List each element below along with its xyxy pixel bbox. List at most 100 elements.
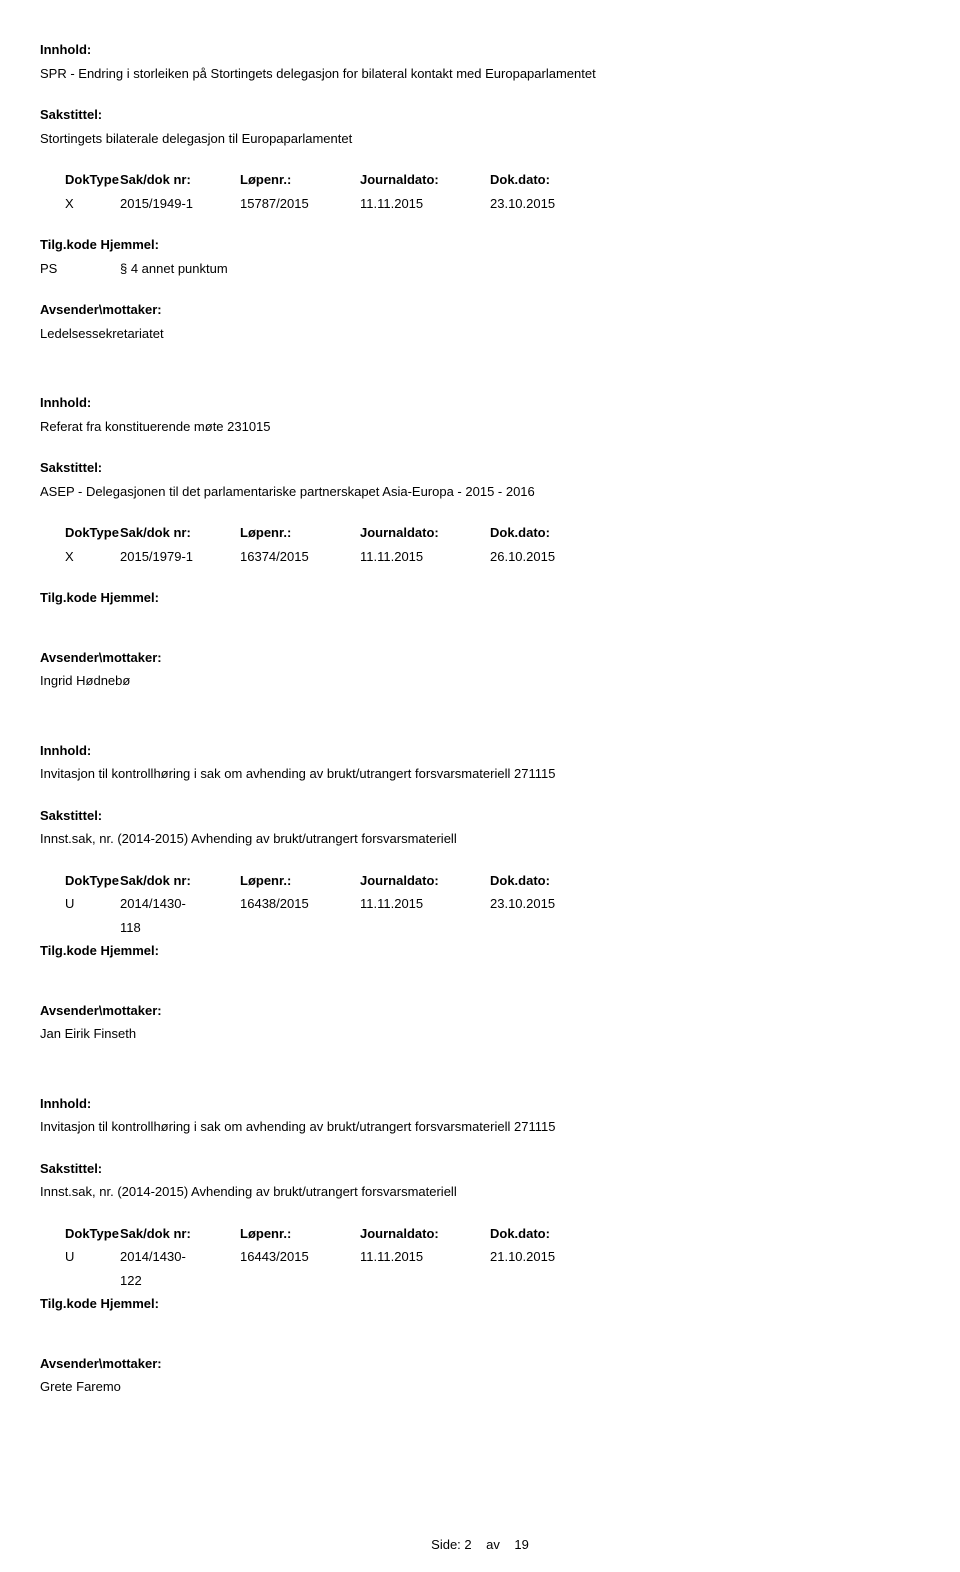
innhold-label: Innhold:	[40, 40, 920, 60]
avsender-label: Avsender\mottaker:	[40, 1001, 920, 1021]
sakdok-header: Sak/dok nr:	[120, 170, 240, 190]
dokdato-header: Dok.dato:	[490, 170, 610, 190]
doktype-value: X	[40, 547, 120, 567]
footer-total: 19	[514, 1537, 528, 1552]
sakdok-value: 2015/1949-1	[120, 194, 240, 214]
ps-label: PS	[40, 259, 120, 279]
innhold-text: Referat fra konstituerende møte 231015	[40, 417, 920, 437]
journaldato-value: 11.11.2015	[360, 894, 490, 914]
lopenr-value: 16443/2015	[240, 1247, 360, 1267]
avsender-label: Avsender\mottaker:	[40, 1354, 920, 1374]
sakdok-value-2: 118	[120, 918, 240, 938]
sakdok-value-2: 122	[120, 1271, 240, 1291]
hjemmel-label: Hjemmel:	[100, 1296, 159, 1311]
lopenr-value: 15787/2015	[240, 194, 360, 214]
dokdato-value: 23.10.2015	[490, 894, 610, 914]
doktype-header: DokType	[40, 523, 120, 543]
column-headers: DokType Sak/dok nr: Løpenr.: Journaldato…	[40, 1224, 920, 1244]
footer-prefix: Side:	[431, 1537, 461, 1552]
dokdato-value: 23.10.2015	[490, 194, 610, 214]
avsender-text: Grete Faremo	[40, 1377, 920, 1397]
journaldato-value: 11.11.2015	[360, 194, 490, 214]
footer-sep: av	[486, 1537, 500, 1552]
tilgkode-label: Tilg.kode	[40, 1296, 97, 1311]
doktype-value: U	[40, 1247, 120, 1267]
lopenr-header: Løpenr.:	[240, 523, 360, 543]
lopenr-header: Løpenr.:	[240, 170, 360, 190]
tilgkode-label: Tilg.kode	[40, 590, 97, 605]
journaldato-value: 11.11.2015	[360, 547, 490, 567]
entry-block-2: Innhold: Referat fra konstituerende møte…	[40, 393, 920, 691]
column-values: U 2014/1430- 16438/2015 11.11.2015 23.10…	[40, 894, 920, 914]
avsender-label: Avsender\mottaker:	[40, 648, 920, 668]
doktype-value: X	[40, 194, 120, 214]
innhold-text: Invitasjon til kontrollhøring i sak om a…	[40, 764, 920, 784]
page-footer: Side: 2 av 19	[40, 1537, 920, 1552]
sakstittel-label: Sakstittel:	[40, 1159, 920, 1179]
doktype-header: DokType	[40, 170, 120, 190]
dokdato-header: Dok.dato:	[490, 871, 610, 891]
journaldato-value: 11.11.2015	[360, 1247, 490, 1267]
innhold-text: SPR - Endring i storleiken på Stortinget…	[40, 64, 920, 84]
sakdok-header: Sak/dok nr:	[120, 523, 240, 543]
hjemmel-label: Hjemmel:	[100, 590, 159, 605]
entry-block-1: Innhold: SPR - Endring i storleiken på S…	[40, 40, 920, 343]
dokdato-header: Dok.dato:	[490, 1224, 610, 1244]
entry-block-3: Innhold: Invitasjon til kontrollhøring i…	[40, 741, 920, 1044]
doktype-header: DokType	[40, 871, 120, 891]
sakdok-header: Sak/dok nr:	[120, 871, 240, 891]
column-headers: DokType Sak/dok nr: Løpenr.: Journaldato…	[40, 170, 920, 190]
column-headers: DokType Sak/dok nr: Løpenr.: Journaldato…	[40, 523, 920, 543]
lopenr-value: 16374/2015	[240, 547, 360, 567]
tilgkode-row: Tilg.kode Hjemmel:	[40, 1294, 920, 1314]
sakstittel-text: Innst.sak, nr. (2014-2015) Avhending av …	[40, 1182, 920, 1202]
tilgkode-row: Tilg.kode Hjemmel:	[40, 235, 920, 255]
avsender-text: Jan Eirik Finseth	[40, 1024, 920, 1044]
innhold-text: Invitasjon til kontrollhøring i sak om a…	[40, 1117, 920, 1137]
tilgkode-label: Tilg.kode	[40, 237, 97, 252]
hjemmel-label: Hjemmel:	[100, 943, 159, 958]
hjemmel-label: Hjemmel:	[100, 237, 159, 252]
avsender-label: Avsender\mottaker:	[40, 300, 920, 320]
tilgkode-row: Tilg.kode Hjemmel:	[40, 588, 920, 608]
innhold-label: Innhold:	[40, 1094, 920, 1114]
doktype-value: U	[40, 894, 120, 914]
sakdok-value: 2014/1430-	[120, 1247, 240, 1267]
journaldato-header: Journaldato:	[360, 1224, 490, 1244]
sakstittel-label: Sakstittel:	[40, 458, 920, 478]
sakstittel-text: ASEP - Delegasjonen til det parlamentari…	[40, 482, 920, 502]
ps-row: PS § 4 annet punktum	[40, 259, 920, 279]
journaldato-header: Journaldato:	[360, 871, 490, 891]
sakdok-value: 2014/1430-	[120, 894, 240, 914]
lopenr-header: Løpenr.:	[240, 1224, 360, 1244]
journaldato-header: Journaldato:	[360, 170, 490, 190]
innhold-label: Innhold:	[40, 741, 920, 761]
sakstittel-text: Stortingets bilaterale delegasjon til Eu…	[40, 129, 920, 149]
dokdato-header: Dok.dato:	[490, 523, 610, 543]
column-values: X 2015/1949-1 15787/2015 11.11.2015 23.1…	[40, 194, 920, 214]
column-values-2: 118	[40, 918, 920, 938]
journaldato-header: Journaldato:	[360, 523, 490, 543]
lopenr-value: 16438/2015	[240, 894, 360, 914]
footer-page: 2	[464, 1537, 471, 1552]
sakstittel-text: Innst.sak, nr. (2014-2015) Avhending av …	[40, 829, 920, 849]
column-values-2: 122	[40, 1271, 920, 1291]
ps-value: § 4 annet punktum	[120, 259, 320, 279]
column-values: X 2015/1979-1 16374/2015 11.11.2015 26.1…	[40, 547, 920, 567]
sakdok-header: Sak/dok nr:	[120, 1224, 240, 1244]
column-values: U 2014/1430- 16443/2015 11.11.2015 21.10…	[40, 1247, 920, 1267]
dokdato-value: 26.10.2015	[490, 547, 610, 567]
tilgkode-row: Tilg.kode Hjemmel:	[40, 941, 920, 961]
sakdok-value: 2015/1979-1	[120, 547, 240, 567]
tilgkode-label: Tilg.kode	[40, 943, 97, 958]
entry-block-4: Innhold: Invitasjon til kontrollhøring i…	[40, 1094, 920, 1397]
sakstittel-label: Sakstittel:	[40, 806, 920, 826]
dokdato-value: 21.10.2015	[490, 1247, 610, 1267]
doktype-header: DokType	[40, 1224, 120, 1244]
sakstittel-label: Sakstittel:	[40, 105, 920, 125]
lopenr-header: Løpenr.:	[240, 871, 360, 891]
column-headers: DokType Sak/dok nr: Løpenr.: Journaldato…	[40, 871, 920, 891]
avsender-text: Ingrid Hødnebø	[40, 671, 920, 691]
innhold-label: Innhold:	[40, 393, 920, 413]
avsender-text: Ledelsessekretariatet	[40, 324, 920, 344]
